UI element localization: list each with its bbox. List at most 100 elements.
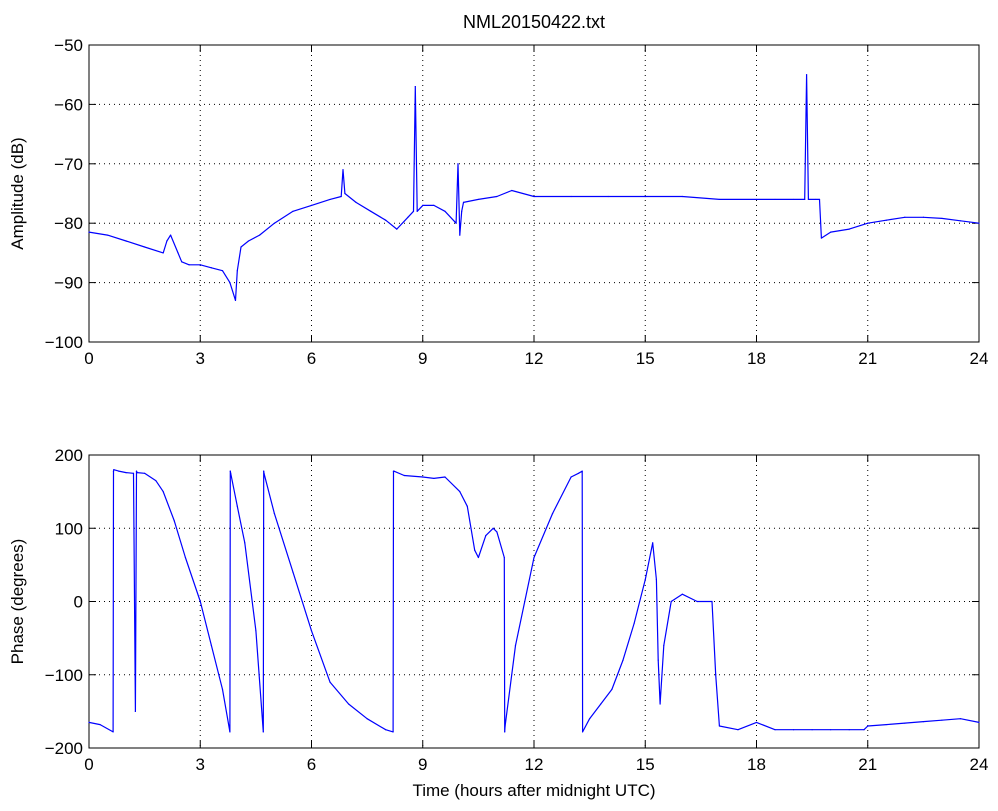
amplitude-data-point — [370, 210, 372, 212]
amplitude-data-point — [644, 195, 646, 198]
amplitude-data-point — [385, 219, 387, 221]
phase-data-point — [229, 470, 231, 472]
phase-data-point — [633, 622, 635, 625]
phase-data-point — [652, 542, 654, 544]
amplitude-data-point — [792, 198, 795, 201]
amplitude-data-point — [718, 198, 721, 201]
amplitude-data-point — [188, 264, 190, 266]
amplitude-data-point — [805, 74, 808, 76]
phase-data-point — [622, 659, 624, 661]
amplitude-x-tick-label: 15 — [636, 349, 655, 368]
amplitude-data-point — [477, 198, 479, 201]
phase-data-point — [904, 722, 906, 724]
amplitude-data-point — [462, 201, 465, 204]
amplitude-data-point — [830, 231, 832, 233]
phase-plot: 0 3 6 9 12 15 18 21 24 200 100 0 −100 −200 Phase (degr… — [8, 446, 988, 800]
phase-data-point — [144, 472, 146, 474]
phase-data-point — [88, 721, 90, 723]
phase-data-point — [570, 476, 572, 478]
phase-data-point — [292, 571, 294, 573]
phase-data-point — [474, 549, 476, 551]
amplitude-data-point — [310, 204, 313, 206]
amplitude-data-point — [199, 264, 201, 266]
phase-data-point — [466, 505, 468, 507]
phase-data-point — [112, 470, 115, 472]
phase-data-point — [696, 600, 698, 603]
amplitude-data-point — [959, 220, 962, 222]
amplitude-data-point — [978, 222, 980, 224]
amplitude-data-point — [166, 240, 168, 242]
amplitude-data-point — [459, 234, 461, 236]
amplitude-data-point — [181, 261, 183, 263]
phase-data-point — [347, 703, 350, 705]
amplitude-data-point — [236, 270, 238, 272]
amplitude-data-point — [355, 201, 357, 204]
amplitude-data-point — [229, 282, 231, 284]
amplitude-data-point — [412, 210, 415, 212]
phase-y-tick-label: −200 — [45, 739, 83, 758]
amplitude-data-point — [433, 204, 435, 206]
phase-data-point — [496, 531, 498, 533]
phase-y-tick-label: 200 — [55, 446, 83, 465]
phase-y-tick-label: 100 — [55, 519, 83, 538]
phase-data-point — [504, 725, 506, 727]
phase-data-point — [737, 729, 739, 731]
amplitude-x-tick-label: 6 — [307, 349, 316, 368]
phase-data-point — [310, 630, 313, 632]
phase-data-point — [329, 681, 331, 683]
phase-data-point — [135, 470, 138, 472]
amplitude-data-point — [904, 216, 906, 218]
phase-data-point — [125, 471, 127, 474]
phase-x-tick-label: 18 — [747, 755, 766, 774]
amplitude-data-point — [461, 210, 463, 212]
phase-data-point — [393, 470, 395, 472]
amplitude-data-point — [455, 222, 457, 224]
amplitude-data-point — [607, 195, 609, 198]
phase-data-point — [273, 513, 276, 515]
phase-data-point — [959, 718, 962, 720]
phase-data-point — [581, 731, 584, 733]
amplitude-data-point — [344, 192, 346, 195]
phase-data-point — [504, 731, 506, 733]
amplitude-data-point — [247, 240, 250, 242]
phase-data-point — [657, 659, 659, 661]
amplitude-data-point — [125, 240, 127, 242]
phase-data-point — [644, 578, 646, 581]
phase-data-point — [848, 729, 850, 731]
phase-data-point — [533, 556, 535, 559]
amplitude-data-point — [755, 198, 758, 201]
amplitude-data-point — [342, 169, 344, 171]
phase-data-point — [132, 472, 135, 474]
phase-data-point — [867, 725, 869, 727]
phase-data-point — [99, 723, 101, 726]
amplitude-data-point — [922, 216, 924, 218]
phase-data-point — [600, 703, 602, 705]
phase-data-point — [492, 527, 494, 529]
amplitude-data-point — [292, 210, 294, 212]
phase-data-point — [112, 731, 114, 733]
amplitude-data-point — [820, 237, 822, 239]
phase-x-axis-label: Time (hours after midnight UTC) — [412, 781, 655, 800]
phase-data-point — [236, 505, 238, 507]
amplitude-data-point — [396, 228, 398, 230]
phase-data-point — [863, 729, 865, 731]
phase-data-point — [366, 718, 368, 720]
amplitude-y-tick-label: −90 — [54, 274, 83, 293]
phase-x-tick-label: 15 — [636, 755, 655, 774]
phase-data-point — [589, 718, 591, 720]
phase-data-point — [477, 556, 479, 559]
phase-data-point — [830, 729, 832, 731]
amplitude-data-point — [941, 217, 943, 220]
amplitude-x-tick-label: 24 — [970, 349, 989, 368]
amplitude-data-point — [162, 252, 164, 254]
amplitude-x-tick-label: 12 — [525, 349, 544, 368]
amplitude-data-point — [234, 299, 237, 302]
amplitude-x-tick-label: 9 — [418, 349, 427, 368]
amplitude-data-point — [457, 163, 459, 165]
amplitude-x-tick-label: 3 — [196, 349, 205, 368]
amplitude-x-tick-label: 21 — [858, 349, 877, 368]
phase-data-point — [433, 477, 435, 480]
phase-data-point — [681, 593, 683, 595]
phase-data-point — [263, 472, 265, 474]
